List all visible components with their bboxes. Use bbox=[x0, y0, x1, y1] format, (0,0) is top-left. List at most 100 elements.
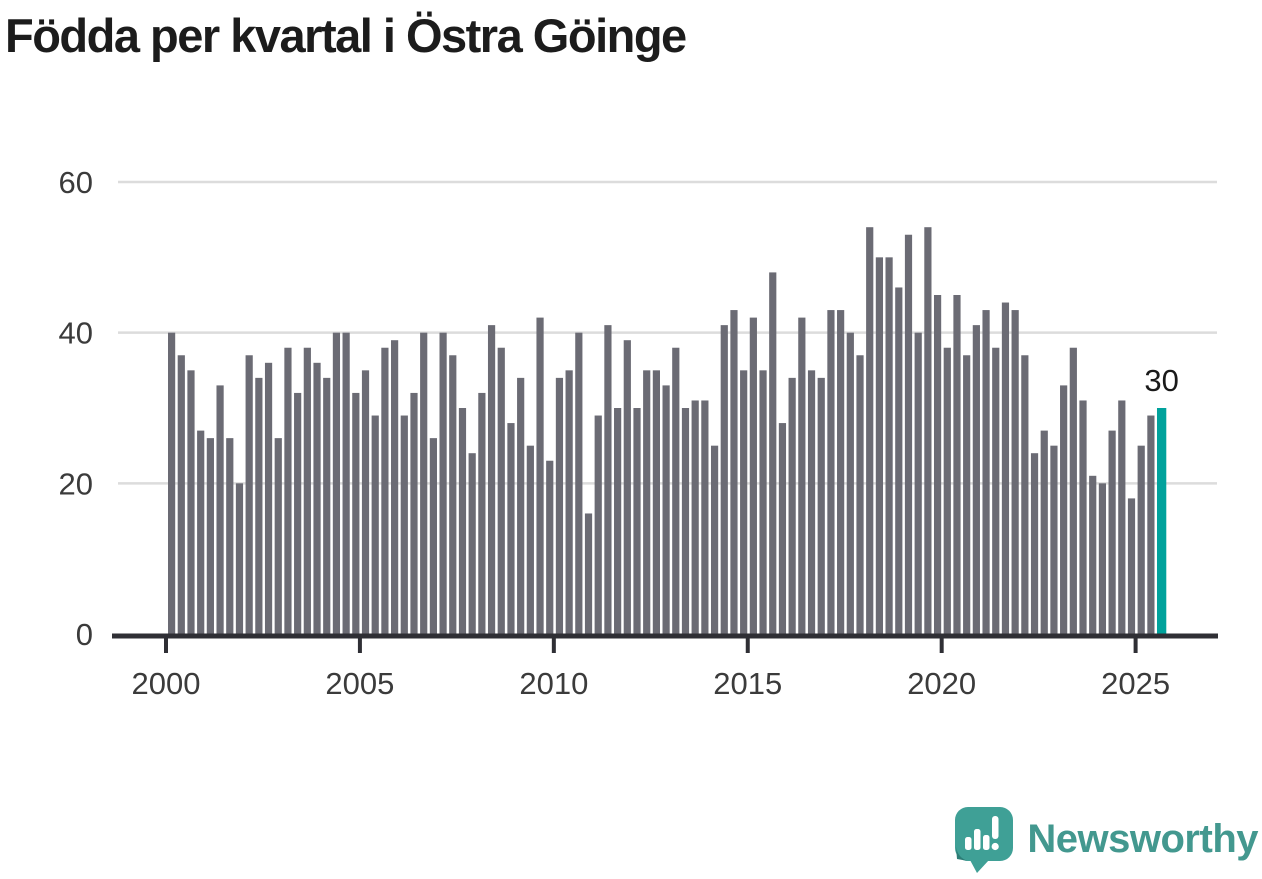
bar bbox=[817, 377, 825, 634]
bar bbox=[507, 423, 515, 634]
bar bbox=[1060, 385, 1068, 634]
bar bbox=[584, 513, 593, 634]
bar bbox=[235, 483, 244, 634]
bar bbox=[361, 370, 370, 634]
logo-bubble-tail bbox=[970, 860, 990, 873]
bar bbox=[1079, 400, 1087, 634]
bar bbox=[594, 415, 602, 634]
bar bbox=[972, 325, 980, 634]
bar bbox=[633, 408, 641, 634]
bar bbox=[778, 423, 787, 634]
bar bbox=[798, 317, 806, 634]
logo-bubble-shade bbox=[956, 847, 969, 861]
bar bbox=[478, 392, 486, 634]
y-axis-tick-label: 40 bbox=[59, 316, 93, 351]
logo-chart-bar-small bbox=[965, 837, 972, 850]
bar bbox=[1069, 347, 1077, 634]
bar bbox=[924, 227, 932, 634]
bar bbox=[788, 377, 796, 634]
bar bbox=[546, 460, 554, 634]
bar bbox=[604, 325, 612, 634]
logo-exclamation-bar bbox=[992, 816, 999, 839]
bar bbox=[517, 377, 525, 634]
logo-bubble bbox=[955, 807, 1014, 861]
y-axis-tick-label: 0 bbox=[76, 617, 93, 652]
bar bbox=[565, 370, 573, 634]
bar bbox=[953, 295, 961, 634]
bar bbox=[875, 257, 884, 634]
bar bbox=[643, 370, 651, 634]
bar bbox=[933, 295, 942, 634]
bar bbox=[226, 438, 234, 634]
bar bbox=[963, 355, 971, 634]
bar bbox=[497, 347, 505, 634]
bar bbox=[536, 317, 544, 634]
bar bbox=[681, 408, 690, 634]
bar bbox=[1108, 430, 1116, 634]
bar bbox=[332, 332, 341, 634]
bar bbox=[439, 332, 447, 634]
bar bbox=[255, 377, 263, 634]
x-axis-tick-label: 2015 bbox=[713, 666, 782, 701]
bar bbox=[177, 355, 185, 634]
y-axis-tick-label: 60 bbox=[59, 165, 93, 200]
bar bbox=[1118, 400, 1126, 634]
bar bbox=[827, 310, 835, 634]
bar bbox=[807, 370, 816, 634]
bar bbox=[672, 347, 680, 634]
bar bbox=[197, 430, 205, 634]
bar bbox=[410, 392, 418, 634]
bar bbox=[342, 332, 350, 634]
bar bbox=[1040, 430, 1048, 634]
bar bbox=[264, 362, 273, 634]
bar bbox=[458, 408, 467, 634]
bar bbox=[206, 438, 214, 634]
bar bbox=[914, 332, 922, 634]
bar bbox=[885, 257, 893, 634]
bar bbox=[381, 347, 389, 634]
bar bbox=[710, 445, 719, 634]
bar bbox=[652, 370, 660, 634]
bar bbox=[1127, 498, 1136, 634]
bar bbox=[391, 340, 399, 634]
bar bbox=[1098, 483, 1107, 634]
x-axis-tick-label: 2005 bbox=[325, 666, 394, 701]
bar bbox=[352, 392, 360, 634]
bar bbox=[1011, 310, 1019, 634]
newsworthy-speech-bubble-chart-icon bbox=[955, 807, 1014, 873]
bar bbox=[614, 408, 622, 634]
logo-chart-bar-medium bbox=[983, 835, 990, 850]
bar bbox=[691, 400, 699, 634]
bar bbox=[1089, 475, 1097, 634]
bar bbox=[313, 362, 321, 634]
bar bbox=[526, 445, 534, 634]
last-value-label: 30 bbox=[1144, 363, 1178, 398]
bar bbox=[216, 385, 224, 634]
bar bbox=[895, 287, 903, 634]
bar bbox=[400, 415, 408, 634]
y-axis-tick-label: 20 bbox=[59, 466, 93, 501]
logo-wordmark: Newsworthy bbox=[1027, 816, 1258, 861]
bar bbox=[1050, 445, 1058, 634]
bar bbox=[856, 355, 864, 634]
bar bbox=[749, 317, 757, 634]
x-axis-tick-label: 2025 bbox=[1101, 666, 1170, 701]
bar bbox=[662, 385, 670, 634]
bar bbox=[701, 400, 709, 634]
bar bbox=[904, 234, 913, 635]
highlighted-bar bbox=[1156, 408, 1167, 634]
bar bbox=[866, 227, 874, 634]
bar bbox=[468, 453, 476, 634]
bar bbox=[420, 332, 428, 634]
bar bbox=[982, 310, 990, 634]
bar bbox=[487, 325, 496, 634]
bar bbox=[730, 310, 738, 634]
x-axis-tick-label: 2010 bbox=[519, 666, 588, 701]
bar bbox=[274, 438, 282, 634]
newsworthy-logo: Newsworthy bbox=[951, 805, 1258, 873]
bar bbox=[245, 355, 253, 634]
bar bbox=[575, 332, 583, 634]
bar bbox=[371, 415, 379, 634]
bar bbox=[769, 272, 777, 634]
